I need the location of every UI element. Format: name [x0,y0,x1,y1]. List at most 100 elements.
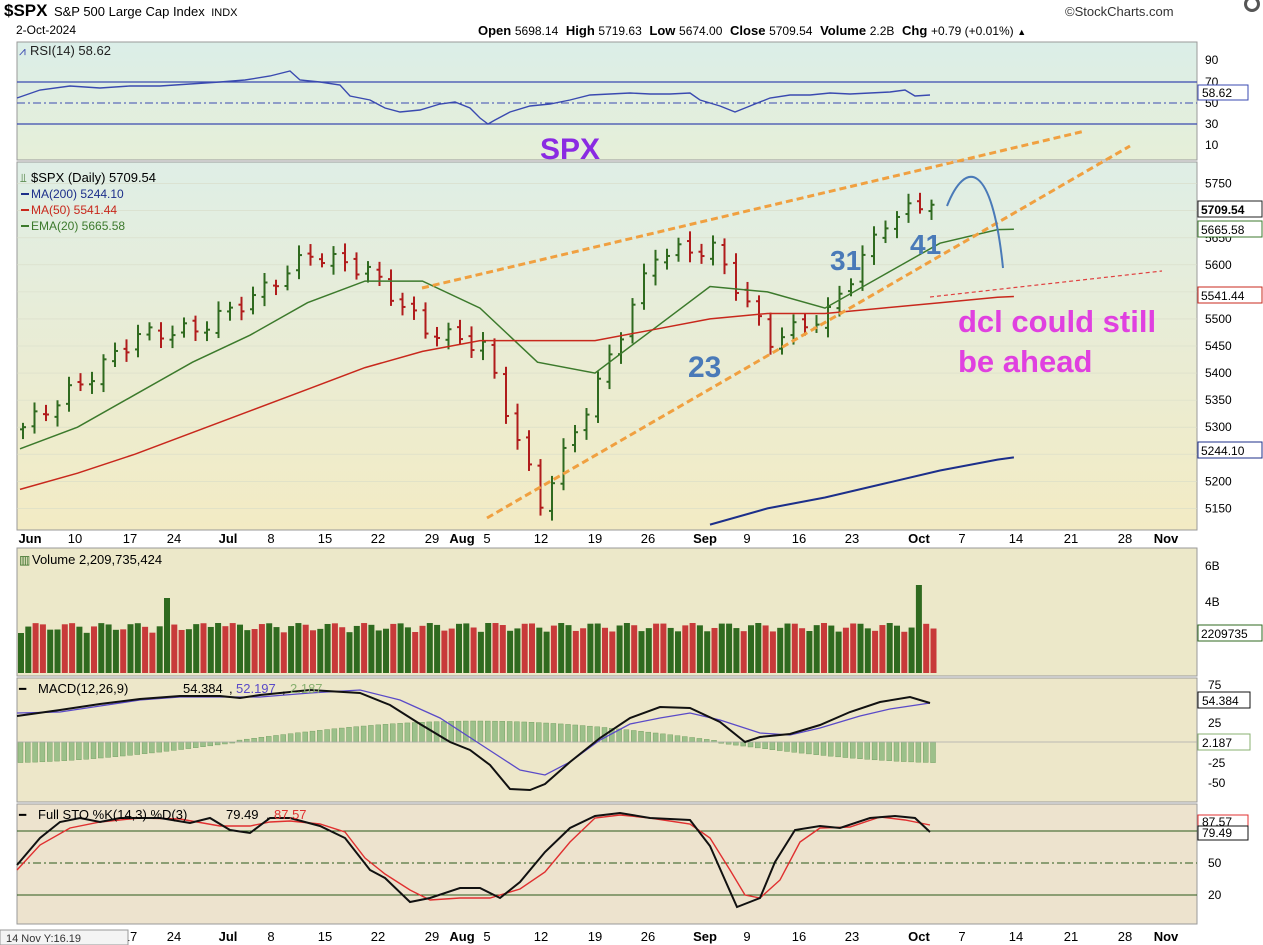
volume-bar [98,623,105,673]
price-bar [146,322,153,341]
macd-hist-bar [652,732,659,743]
volume-bar [762,625,769,673]
stochastic-panel: ━ Full STO %K(14,3) %D(3) 79.49 , 87.57 … [16,803,1249,925]
macd-hist-bar [689,737,695,743]
volume-bar [426,623,433,673]
macd-hist-bar [514,721,520,743]
x-axis-label: 9 [743,929,750,944]
price-bar [871,226,877,265]
price-bar [560,438,567,491]
x-axis-label: Oct [908,531,930,546]
volume-bar [76,626,83,673]
x-axis-label: 22 [371,531,385,546]
x-axis-top: Jun 10 17 24 Jul 8 15 22 29 Aug 5 12 19 26 Sep 9 16 23 Oct… [18,531,1179,546]
volume-bar [251,629,258,673]
volume-bar [215,623,222,673]
price-bar [721,238,728,275]
x-axis-label: 21 [1064,929,1078,944]
price-bar [767,312,774,355]
volume-bar [667,627,674,673]
price-bar [123,339,130,362]
x-axis-label: 5 [483,531,490,546]
ma200-tag: 5244.10 [1201,444,1245,458]
volume-bar [91,626,97,673]
price-legend-ema20: EMA(20) 5665.58 [31,219,125,233]
price-legend-ma50: MA(50) 5541.44 [31,203,117,217]
macd-hist-bar [112,741,119,757]
macd-hist-bar [485,720,491,743]
macd-hist-bar [98,741,104,759]
price-bar [859,245,866,291]
volume-bar [397,623,404,673]
macd-hist-bar [214,741,221,746]
volume-bar [682,625,689,673]
macd-hist-bar [54,741,60,762]
macd-hist-bar [244,738,250,743]
price-bar [445,322,452,350]
sto-tick-label: 50 [1208,856,1222,870]
price-bar [756,295,762,326]
price-bar [158,322,164,349]
volume-bar [280,632,287,673]
macd-hist-bar [886,741,892,761]
volume-bar [558,623,565,673]
price-gridlines [17,183,1197,509]
cycle-count-41: 41 [910,229,941,260]
price-bar [31,402,38,434]
volume-tick-label: 4B [1205,595,1220,609]
price-bar [675,237,682,262]
volume-bar [361,623,368,673]
price-tick-label: 5500 [1205,312,1232,326]
volume-bar [120,629,127,673]
price-bar [54,400,61,427]
volume-bar [463,623,470,673]
macd-hist-bar [360,725,367,743]
ema20-tag-box [1197,220,1263,238]
x-axis-label: 14 [1009,929,1023,944]
macd-hist-bar [258,737,265,743]
volume-bar [200,623,207,673]
ema20-line [19,228,1014,450]
macd-hist-bar [317,730,323,743]
rsi-value-tag: 58.62 [1202,86,1232,100]
chg-label: Chg [902,23,928,38]
price-bar [330,246,337,275]
macd-hist-bar [747,741,754,748]
macd-hist-bar [820,741,827,756]
volume-bar [477,631,484,673]
macd-hist-bar [550,723,557,743]
price-bar [595,371,601,423]
price-bar [629,298,636,344]
price-bar [250,286,256,315]
close-tag-box [1197,200,1263,218]
volume-bar [346,632,353,673]
macd-hist-bar [426,721,432,743]
x-axis-label: 29 [425,531,439,546]
price-tick-label: 5600 [1205,258,1232,272]
sto-sep: , [266,807,270,822]
volume-bar [193,624,200,673]
price-bar [169,325,176,349]
sto-label-prefix: Full STO %K(14,3) %D(3) [38,807,187,822]
volume-bar [492,623,499,673]
volume-bar [689,623,696,673]
x-axis-label: 15 [318,929,332,944]
volume-label: Volume [820,23,867,38]
volume-bar [784,623,791,673]
volume-bar [821,623,827,673]
x-axis-label: 24 [167,531,181,546]
gear-icon[interactable] [1244,0,1260,12]
volume-bar [602,627,608,673]
macd-hist-bar [769,741,776,750]
rsi-tick-label: 30 [1205,117,1219,131]
price-tick-label: 5300 [1205,420,1232,434]
sto-d-value: 87.57 [274,807,307,822]
x-axis-label: Oct [908,929,930,944]
volume-bar [69,623,76,673]
volume-bar [178,629,185,673]
rsi-tick-label: 90 [1205,53,1219,67]
macd-hist-bar [192,741,199,748]
macd-hist-bar [558,723,564,743]
macd-hist-bar [842,741,849,758]
x-axis-label: Jun [18,531,41,546]
